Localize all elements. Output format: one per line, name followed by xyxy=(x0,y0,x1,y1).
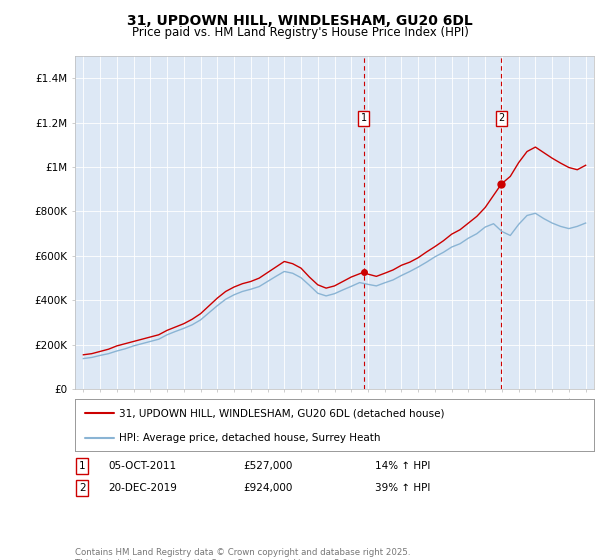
Text: 31, UPDOWN HILL, WINDLESHAM, GU20 6DL (detached house): 31, UPDOWN HILL, WINDLESHAM, GU20 6DL (d… xyxy=(119,408,445,418)
Text: 2: 2 xyxy=(79,483,86,493)
Text: 2: 2 xyxy=(498,113,505,123)
Text: £527,000: £527,000 xyxy=(243,461,292,471)
Text: £924,000: £924,000 xyxy=(243,483,292,493)
Text: 1: 1 xyxy=(79,461,86,471)
Text: 05-OCT-2011: 05-OCT-2011 xyxy=(108,461,176,471)
Text: 31, UPDOWN HILL, WINDLESHAM, GU20 6DL: 31, UPDOWN HILL, WINDLESHAM, GU20 6DL xyxy=(127,14,473,28)
Text: 1: 1 xyxy=(361,113,367,123)
Text: 20-DEC-2019: 20-DEC-2019 xyxy=(108,483,177,493)
Text: Price paid vs. HM Land Registry's House Price Index (HPI): Price paid vs. HM Land Registry's House … xyxy=(131,26,469,39)
Text: HPI: Average price, detached house, Surrey Heath: HPI: Average price, detached house, Surr… xyxy=(119,433,380,443)
Text: Contains HM Land Registry data © Crown copyright and database right 2025.
This d: Contains HM Land Registry data © Crown c… xyxy=(75,548,410,560)
Text: 39% ↑ HPI: 39% ↑ HPI xyxy=(375,483,430,493)
Text: 14% ↑ HPI: 14% ↑ HPI xyxy=(375,461,430,471)
